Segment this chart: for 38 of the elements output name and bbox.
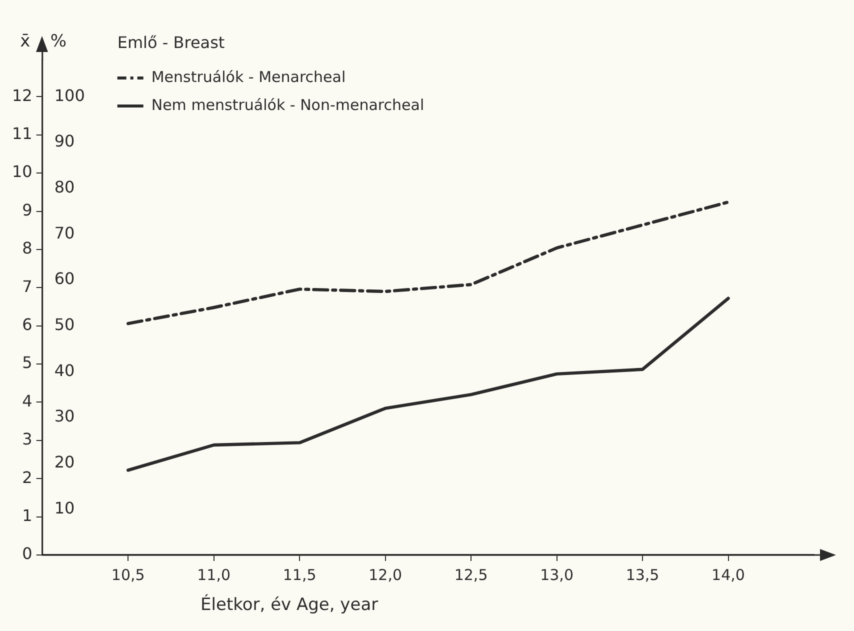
y-tick-label: 10 (54, 498, 75, 518)
y2-tick-label: 1 (22, 506, 32, 525)
y-tick-label: 80 (54, 177, 75, 196)
y-tick-label: 90 (54, 132, 75, 151)
x-tick-label: 12,5 (454, 566, 488, 584)
y2-tick-label: 4 (22, 391, 32, 410)
y2-tick-label: 6 (22, 314, 32, 334)
y-tick-label: 40 (54, 360, 75, 380)
y2-tick-label: 11 (12, 124, 32, 144)
y2-tick-label: 9 (22, 200, 32, 220)
legend-label: Menstruálók - Menarcheal (151, 68, 346, 86)
y2-tick-label: 7 (22, 276, 32, 296)
legend-title: Emlő - Breast (117, 33, 225, 52)
x-tick-label: 13,0 (540, 566, 574, 584)
y2-tick-label: 12 (12, 86, 32, 105)
y-axis-title: % (50, 31, 67, 52)
y-tick-label: 50 (54, 314, 75, 334)
x-tick-label: 11,5 (282, 566, 316, 584)
line-series (126, 200, 730, 326)
x-tick-label: 10,5 (111, 566, 145, 584)
y-tick-label: 60 (54, 269, 75, 288)
x-tick-label: 14,0 (712, 566, 745, 584)
y-tick-label: 30 (54, 406, 75, 426)
y-tick-label: 100 (54, 86, 85, 105)
x-tick-label: 13,5 (626, 566, 660, 584)
y2-tick-label: 5 (22, 353, 32, 372)
y2-tick-label: 10 (12, 162, 32, 182)
y2-tick-label: 2 (22, 468, 32, 487)
y2-axis-title: x̄ (20, 31, 30, 52)
x-axis-title: Életkor, év Age, year (200, 594, 378, 615)
x-tick-label: 11,0 (197, 566, 231, 584)
x-tick-label: 12,0 (368, 566, 402, 584)
legend-label: Nem menstruálók - Non-menarcheal (151, 96, 424, 114)
y2-tick-label: 3 (22, 430, 32, 449)
y2-tick-label: 0 (22, 544, 32, 564)
y-tick-label: 70 (54, 223, 75, 242)
y-tick-label: 20 (54, 452, 75, 472)
y2-tick-label: 8 (22, 238, 32, 258)
